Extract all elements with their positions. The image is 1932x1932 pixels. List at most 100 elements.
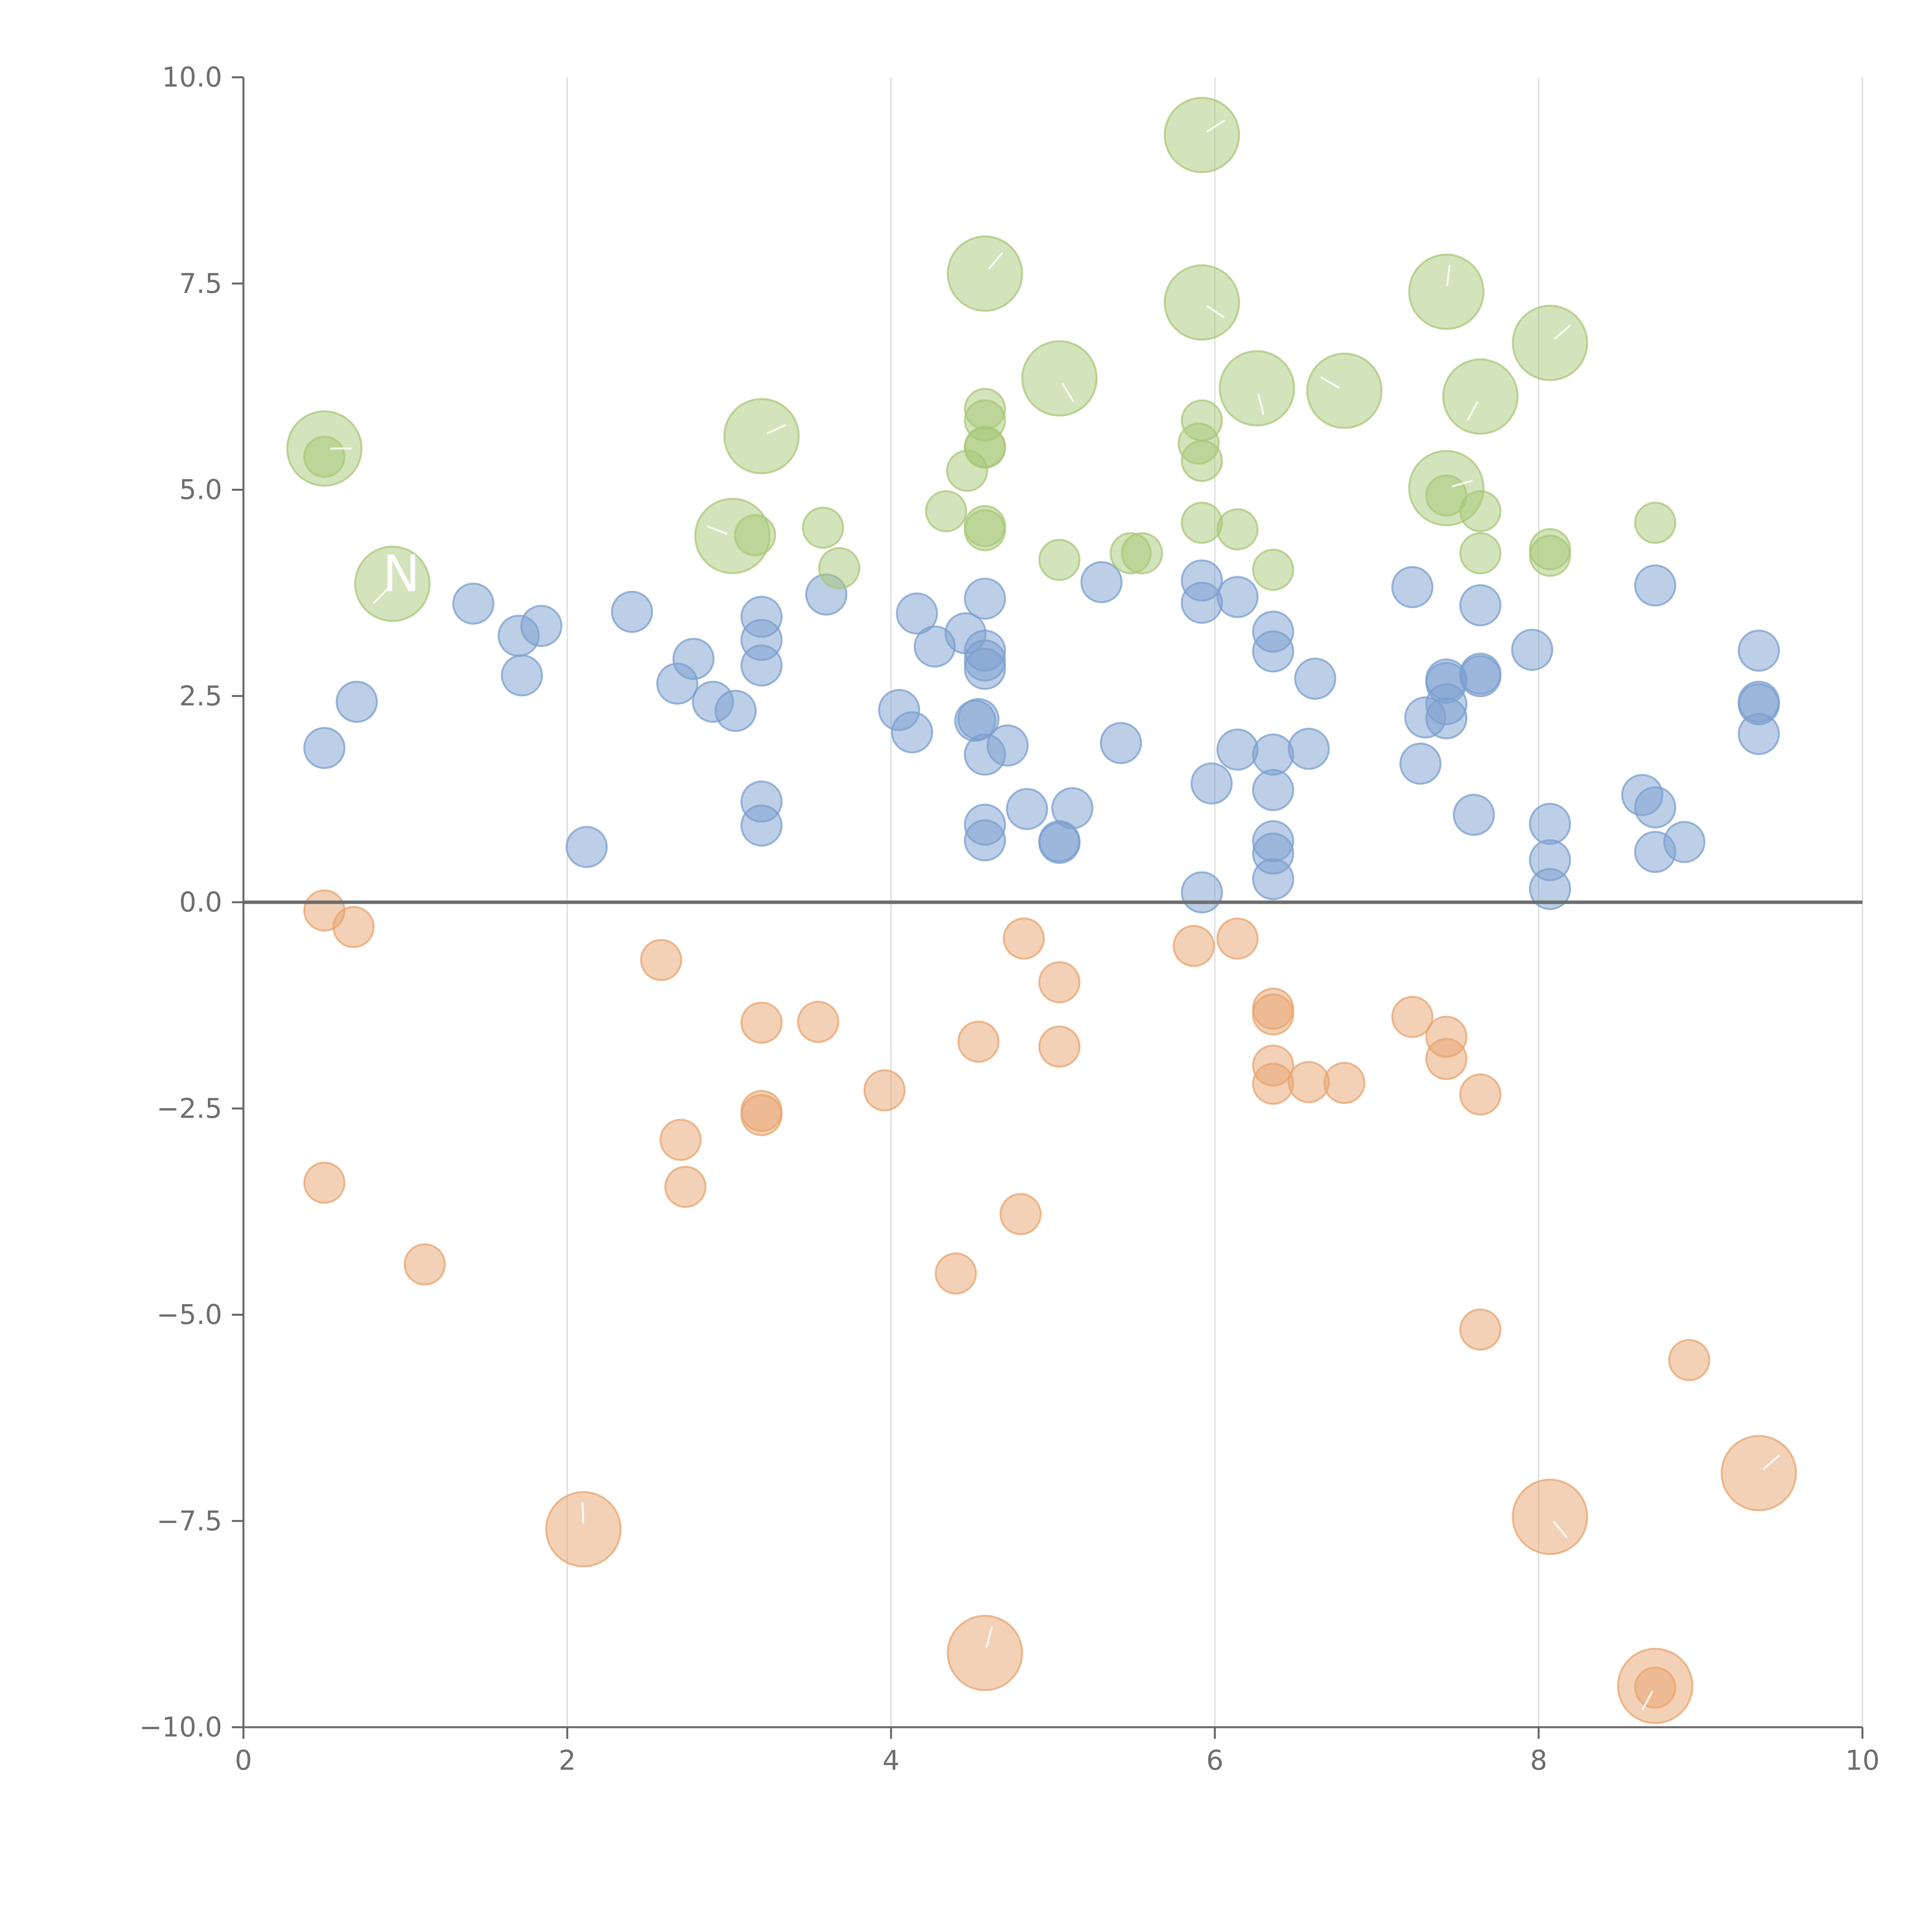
bubble-orange-4[interactable] — [545, 1491, 622, 1568]
bubble-green-14[interactable] — [964, 427, 1006, 469]
bubble-green-5[interactable] — [723, 398, 800, 474]
bubble-blue-46[interactable] — [1252, 630, 1294, 673]
bubble-orange-27[interactable] — [1323, 1062, 1366, 1104]
bubble-orange-23[interactable] — [1252, 993, 1294, 1036]
bubble-green-16[interactable] — [964, 509, 1006, 551]
bubble-orange-2[interactable] — [303, 1162, 345, 1204]
bubble-blue-65[interactable] — [1511, 629, 1553, 671]
bubble-green-39[interactable] — [1529, 534, 1571, 577]
bubble-orange-6[interactable] — [659, 1119, 702, 1161]
bubble-green-6[interactable] — [802, 507, 844, 549]
bubble-blue-66[interactable] — [1529, 803, 1571, 845]
bubble-blue-61[interactable] — [1452, 794, 1495, 836]
bubble-orange-28[interactable] — [1391, 996, 1434, 1038]
bubble-blue-33[interactable] — [1006, 788, 1048, 830]
bubble-blue-1[interactable] — [335, 680, 378, 723]
bubble-blue-25[interactable] — [964, 577, 1006, 620]
bubble-green-10[interactable] — [947, 235, 1023, 312]
bubble-orange-36[interactable] — [1668, 1339, 1711, 1381]
bubble-blue-41[interactable] — [1180, 871, 1223, 913]
bubble-green-25[interactable] — [1180, 440, 1223, 482]
bubble-blue-9[interactable] — [672, 638, 715, 680]
bubble-blue-51[interactable] — [1252, 858, 1294, 900]
bubble-blue-16[interactable] — [740, 804, 783, 847]
bubble-blue-52[interactable] — [1287, 728, 1330, 770]
bubble-blue-2[interactable] — [452, 582, 495, 625]
bubble-green-34[interactable] — [1442, 358, 1519, 435]
bubble-blue-64[interactable] — [1459, 655, 1502, 697]
bubble-blue-37[interactable] — [1080, 561, 1123, 604]
bubble-green-7[interactable] — [818, 547, 861, 589]
bubble-green-21[interactable] — [1163, 97, 1240, 173]
bubble-orange-7[interactable] — [664, 1166, 707, 1208]
bubble-orange-8[interactable] — [740, 1002, 783, 1044]
bubble-blue-14[interactable] — [740, 644, 783, 687]
bubble-green-20[interactable] — [1121, 532, 1163, 575]
bubble-blue-20[interactable] — [896, 592, 938, 635]
bubble-blue-19[interactable] — [891, 711, 933, 753]
bubble-green-30[interactable] — [1306, 352, 1383, 429]
bubble-blue-5[interactable] — [520, 605, 563, 647]
bubble-orange-19[interactable] — [1038, 1026, 1081, 1068]
bubble-orange-35[interactable] — [1634, 1667, 1677, 1709]
bubble-blue-4[interactable] — [501, 654, 543, 697]
bubble-green-28[interactable] — [1219, 350, 1295, 427]
bubble-green-40[interactable] — [1634, 502, 1677, 544]
bubble-green-29[interactable] — [1252, 549, 1294, 591]
bubble-green-4[interactable] — [734, 514, 776, 556]
bubble-blue-36[interactable] — [1051, 787, 1094, 830]
bubble-orange-31[interactable] — [1459, 1073, 1502, 1116]
bubble-orange-1[interactable] — [332, 906, 375, 948]
bubble-orange-37[interactable] — [1721, 1435, 1797, 1512]
bubble-blue-38[interactable] — [1100, 722, 1142, 764]
bubble-blue-53[interactable] — [1294, 657, 1337, 700]
bubble-green-1[interactable] — [303, 435, 345, 478]
bubble-orange-17[interactable] — [1003, 917, 1045, 960]
bubble-green-36[interactable] — [1459, 532, 1502, 575]
bubble-orange-33[interactable] — [1512, 1478, 1588, 1555]
bubble-blue-70[interactable] — [1634, 564, 1677, 607]
bubble-blue-55[interactable] — [1399, 742, 1442, 785]
bubble-blue-71[interactable] — [1634, 786, 1677, 828]
bubble-green-17[interactable] — [1021, 340, 1098, 417]
bubble-orange-13[interactable] — [935, 1252, 977, 1295]
bubble-blue-44[interactable] — [1216, 728, 1259, 771]
bubble-orange-12[interactable] — [863, 1069, 906, 1112]
bubble-blue-62[interactable] — [1459, 584, 1502, 626]
bubble-blue-48[interactable] — [1252, 769, 1294, 811]
bubble-orange-21[interactable] — [1216, 917, 1259, 960]
bubble-orange-18[interactable] — [1038, 961, 1081, 1003]
bubble-orange-5[interactable] — [640, 939, 682, 981]
bubble-orange-11[interactable] — [797, 1001, 839, 1043]
bubble-orange-16[interactable] — [999, 1193, 1042, 1235]
bubble-blue-28[interactable] — [964, 648, 1006, 690]
bubble-blue-7[interactable] — [611, 590, 653, 633]
bubble-green-22[interactable] — [1163, 264, 1240, 341]
bubble-green-26[interactable] — [1180, 502, 1223, 544]
bubble-green-37[interactable] — [1512, 304, 1588, 381]
bubble-orange-15[interactable] — [947, 1615, 1023, 1691]
bubble-blue-74[interactable] — [1738, 629, 1780, 672]
bubble-orange-25[interactable] — [1252, 1063, 1294, 1105]
bubble-green-35[interactable] — [1459, 490, 1502, 532]
bubble-orange-30[interactable] — [1425, 1038, 1468, 1080]
bubble-blue-73[interactable] — [1663, 821, 1706, 863]
bubble-green-8[interactable] — [925, 490, 967, 532]
bubble-blue-77[interactable] — [1738, 713, 1780, 755]
bubble-orange-3[interactable] — [403, 1243, 446, 1286]
bubble-orange-32[interactable] — [1459, 1308, 1502, 1351]
bubble-blue-68[interactable] — [1529, 868, 1571, 910]
bubble-blue-54[interactable] — [1391, 566, 1434, 608]
bubble-green-27[interactable] — [1216, 508, 1259, 551]
bubble-orange-10[interactable] — [740, 1094, 783, 1136]
bubble-blue-43[interactable] — [1216, 576, 1259, 618]
bubble-blue-42[interactable] — [1190, 762, 1233, 805]
bubble-orange-14[interactable] — [957, 1020, 1000, 1063]
bubble-blue-31[interactable] — [964, 819, 1006, 862]
bubble-orange-20[interactable] — [1173, 925, 1215, 967]
bubble-blue-6[interactable] — [565, 826, 608, 868]
bubble-orange-26[interactable] — [1287, 1061, 1330, 1103]
bubble-green-18[interactable] — [1038, 539, 1081, 581]
bubble-blue-47[interactable] — [1252, 733, 1294, 776]
bubble-green-31[interactable] — [1408, 253, 1485, 330]
